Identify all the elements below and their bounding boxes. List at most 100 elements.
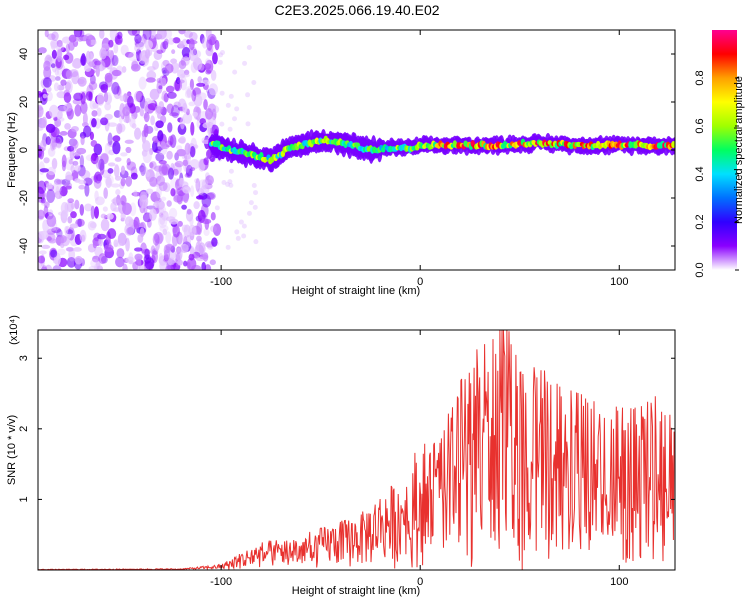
noise-blob xyxy=(96,92,105,106)
noise-blob xyxy=(55,76,61,81)
noise-blob xyxy=(142,140,151,152)
noise-blob xyxy=(87,39,92,46)
noise-blob xyxy=(38,209,45,220)
noise-blob xyxy=(55,135,64,145)
noise-blob xyxy=(96,60,106,72)
noise-blob xyxy=(38,255,46,264)
noise-blob xyxy=(91,110,98,117)
noise-blob xyxy=(116,248,125,259)
noise-blob xyxy=(150,245,156,256)
noise-blob xyxy=(134,90,143,102)
noise-blob xyxy=(211,108,217,121)
noise-blob xyxy=(69,223,79,229)
noise-blob xyxy=(74,104,82,117)
noise-blob xyxy=(47,146,56,157)
noise-blob xyxy=(159,215,166,226)
noise-blob xyxy=(184,142,191,155)
noise-blob xyxy=(115,189,121,196)
noise-blob xyxy=(56,49,63,59)
noise-blob xyxy=(54,67,59,76)
noise-blob xyxy=(46,189,56,204)
noise-blob xyxy=(85,91,93,101)
noise-blob xyxy=(128,252,134,263)
noise-blob xyxy=(94,196,105,206)
noise-blob xyxy=(191,89,197,102)
noise-blob xyxy=(57,234,67,244)
noise-blob xyxy=(143,111,150,123)
noise-blob xyxy=(149,176,158,187)
noise-blob xyxy=(120,152,128,157)
noise-blob xyxy=(100,83,109,93)
noise-blob xyxy=(63,54,70,61)
noise-blob xyxy=(42,77,52,88)
noise-blob xyxy=(84,33,93,40)
noise-blob xyxy=(182,159,189,167)
noise-blob xyxy=(152,233,160,246)
noise-blob xyxy=(253,239,259,245)
noise-blob xyxy=(63,182,73,189)
noise-blob xyxy=(158,252,163,263)
noise-blob xyxy=(108,162,116,167)
noise-blob xyxy=(41,116,47,129)
noise-blob xyxy=(178,177,184,187)
noise-blob xyxy=(208,83,219,96)
noise-blob xyxy=(149,30,156,39)
noise-blob xyxy=(56,39,63,48)
noise-blob xyxy=(82,112,88,126)
noise-blob xyxy=(149,162,154,169)
noise-blob xyxy=(66,256,76,268)
noise-blob xyxy=(119,95,125,102)
noise-blob xyxy=(93,174,98,183)
spectrogram-y-label: Frequency (Hz) xyxy=(6,112,18,188)
noise-blob xyxy=(59,131,68,136)
colorbar-label: Normalized spectral amplitude xyxy=(733,76,745,224)
noise-blob xyxy=(161,163,171,176)
noise-blob xyxy=(122,202,132,215)
noise-blob xyxy=(189,78,195,91)
noise-blob xyxy=(133,190,138,198)
noise-blob xyxy=(111,54,119,67)
noise-blob xyxy=(160,196,167,201)
noise-blob xyxy=(38,180,47,194)
noise-blob xyxy=(155,152,165,162)
noise-blob xyxy=(142,30,152,40)
noise-blob xyxy=(87,52,94,61)
noise-blob xyxy=(104,102,112,111)
noise-blob xyxy=(163,38,169,46)
noise-blob xyxy=(130,63,141,72)
noise-blob xyxy=(238,219,244,225)
noise-blob xyxy=(88,61,95,68)
noise-blob xyxy=(61,209,69,219)
noise-blob xyxy=(100,213,107,219)
noise-blob xyxy=(214,205,220,211)
noise-blob xyxy=(53,116,58,121)
noise-blob xyxy=(89,74,96,85)
noise-blob xyxy=(118,110,124,124)
noise-blob xyxy=(144,40,154,50)
noise-blob xyxy=(60,47,67,53)
noise-blob xyxy=(79,229,87,243)
noise-blob xyxy=(120,165,126,175)
noise-blob xyxy=(174,160,184,168)
noise-blob xyxy=(176,79,185,84)
noise-blob xyxy=(114,34,123,46)
noise-blob xyxy=(209,36,216,46)
noise-blob xyxy=(206,38,213,51)
noise-blob xyxy=(234,106,240,112)
noise-blob xyxy=(209,259,216,266)
noise-blob xyxy=(74,255,83,265)
noise-blob xyxy=(173,188,183,202)
noise-blob xyxy=(164,63,174,74)
noise-blob xyxy=(227,179,233,185)
noise-blob xyxy=(158,181,168,192)
noise-blob xyxy=(40,266,48,270)
noise-blob xyxy=(78,184,86,190)
spectrogram-x-label: Height of straight line (km) xyxy=(292,285,420,297)
noise-blob xyxy=(51,140,57,150)
noise-blob xyxy=(67,198,75,204)
noise-blob xyxy=(186,208,192,215)
noise-blob xyxy=(180,73,190,78)
noise-blob xyxy=(113,242,123,247)
noise-blob xyxy=(65,69,73,80)
